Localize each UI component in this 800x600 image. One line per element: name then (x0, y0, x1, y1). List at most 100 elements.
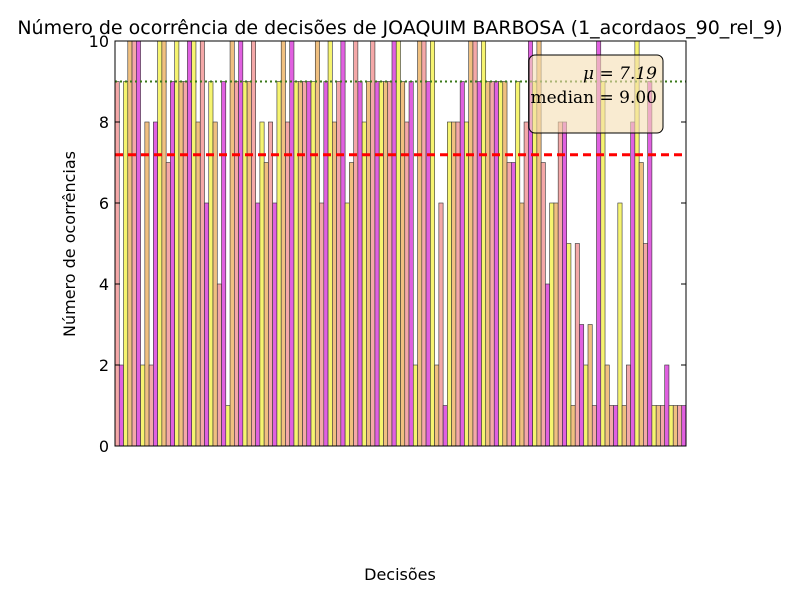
bar (332, 121, 337, 447)
bar (157, 40, 163, 447)
bar (170, 81, 175, 447)
bar (600, 81, 606, 447)
bar (225, 405, 231, 447)
bar (532, 81, 538, 447)
y-axis-label: Número de ocorrências (60, 151, 79, 337)
bar (647, 81, 653, 447)
bar (323, 81, 329, 447)
bar (630, 121, 636, 447)
bar (660, 405, 665, 447)
bar (395, 40, 401, 447)
bar (131, 40, 137, 447)
bar (153, 121, 158, 447)
bar (493, 81, 499, 447)
bar (408, 81, 414, 447)
bar (336, 81, 342, 447)
bar (468, 40, 474, 447)
bar (306, 81, 312, 447)
bar (430, 40, 435, 447)
bar (285, 121, 291, 447)
bar (297, 81, 303, 447)
bar (199, 40, 205, 447)
bar (451, 121, 457, 447)
bar (349, 162, 354, 447)
bar (238, 40, 244, 447)
bar (412, 364, 418, 447)
bar (191, 40, 197, 447)
bar (515, 81, 521, 447)
bar (310, 81, 316, 447)
bar (434, 364, 440, 447)
y-tick-label: 6 (99, 194, 109, 213)
bar (655, 405, 661, 447)
bar (502, 81, 508, 447)
bar (344, 202, 350, 447)
bar (579, 324, 585, 447)
bar (259, 121, 265, 447)
bar (519, 202, 525, 447)
bar (353, 40, 359, 447)
bar (677, 405, 683, 447)
bar (251, 40, 256, 447)
bar (668, 405, 674, 447)
plot-frame (114, 40, 687, 447)
bar (583, 364, 589, 447)
bar (587, 324, 593, 447)
bar (421, 40, 427, 447)
bar (280, 40, 286, 447)
bar (276, 81, 282, 447)
bar (272, 202, 278, 447)
bar (187, 40, 193, 447)
bar (506, 162, 512, 447)
bar (178, 81, 184, 447)
annotation: median = 9.00 (531, 88, 658, 108)
bar (340, 40, 346, 447)
bar (400, 81, 406, 447)
y-tick-label: 2 (99, 356, 109, 375)
bar (617, 202, 623, 447)
bar (216, 283, 222, 447)
bar (651, 405, 657, 447)
bar (268, 121, 273, 447)
bar (464, 121, 469, 447)
bar (574, 243, 580, 447)
annotation: μ = 7.19 (583, 64, 657, 84)
bar (370, 40, 376, 447)
bar (127, 40, 133, 447)
bar (361, 121, 367, 447)
bar (366, 81, 371, 447)
bar (523, 121, 529, 447)
bar (208, 81, 214, 447)
bar (319, 202, 325, 447)
bar (182, 81, 188, 447)
bar (212, 121, 218, 447)
bar (123, 81, 129, 447)
bar (476, 81, 482, 447)
bar (391, 40, 397, 447)
bar (604, 364, 610, 447)
bar (242, 81, 248, 447)
bar (314, 40, 320, 447)
bar (246, 81, 252, 447)
bar (263, 162, 269, 447)
bar (438, 202, 444, 447)
bar (549, 202, 555, 447)
bar (234, 81, 239, 447)
bar (404, 121, 410, 447)
bar (383, 81, 389, 447)
bar (638, 162, 644, 447)
bar (498, 81, 504, 447)
bar (148, 364, 154, 447)
bar (136, 40, 141, 447)
bar (255, 202, 261, 447)
bar (489, 81, 495, 447)
bar (545, 283, 550, 447)
bar (302, 81, 308, 447)
bar (289, 40, 295, 447)
bar (553, 202, 559, 447)
bar (613, 405, 619, 447)
bar (540, 162, 546, 447)
y-tick-label: 4 (99, 275, 109, 294)
bar (221, 81, 227, 447)
